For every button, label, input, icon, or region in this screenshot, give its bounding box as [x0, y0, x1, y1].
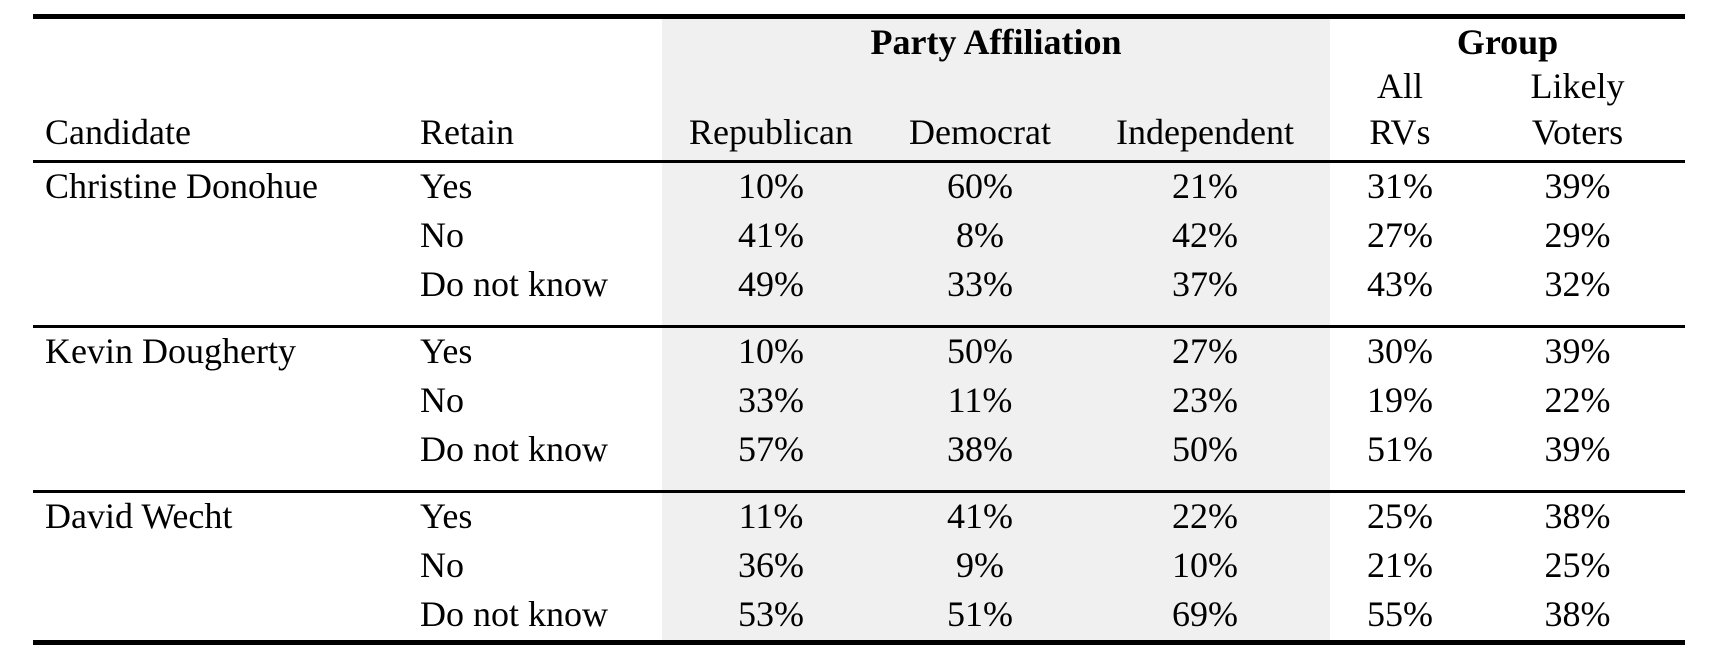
candidate-cell: Kevin Dougherty	[45, 331, 296, 372]
all-rvs-cell: 31%	[1367, 166, 1433, 207]
likely-voters-cell: 22%	[1544, 380, 1611, 421]
republican-cell: 49%	[662, 260, 880, 327]
table-row: Do not know 57% 38% 50% 51% 39%	[33, 425, 1685, 492]
retain-cell: Do not know	[420, 264, 608, 305]
independent-cell: 27%	[1080, 326, 1330, 377]
party-affiliation-group-header: Party Affiliation	[662, 16, 1330, 67]
all-rvs-header-line2: RVs	[1369, 112, 1431, 153]
all-rvs-header-line1: All	[1376, 66, 1423, 106]
likely-voters-header-line1: Likely	[1530, 66, 1625, 106]
candidate-cell	[33, 377, 420, 426]
retain-cell: No	[420, 545, 464, 586]
retention-poll-table: Party Affiliation Group All Likely Candi…	[33, 14, 1685, 645]
democrat-cell: 38%	[880, 425, 1080, 492]
republican-cell: 11%	[662, 491, 880, 542]
header-spacer	[33, 17, 662, 68]
democrat-cell: 33%	[880, 260, 1080, 327]
all-rvs-cell: 19%	[1367, 380, 1433, 421]
republican-column-header: Republican	[662, 106, 880, 162]
democrat-cell: 60%	[880, 161, 1080, 212]
republican-cell: 10%	[662, 161, 880, 212]
candidate-cell	[33, 212, 420, 261]
table-row: No 41% 8% 42% 27% 29%	[33, 211, 1685, 261]
republican-cell: 57%	[662, 425, 880, 492]
democrat-cell: 51%	[880, 590, 1080, 643]
all-rvs-cell: 55%	[1367, 594, 1433, 635]
likely-voters-header-line2: Voters	[1531, 112, 1624, 153]
candidate-cell	[33, 261, 420, 327]
independent-cell: 10%	[1080, 541, 1330, 591]
table-row: No 33% 11% 23% 19% 22%	[33, 376, 1685, 426]
all-rvs-cell: 25%	[1367, 496, 1433, 537]
table-row: David Wecht Yes 11% 41% 22% 25% 38%	[33, 491, 1685, 542]
likely-voters-cell: 25%	[1544, 545, 1611, 586]
header-spacer-shaded	[662, 67, 1330, 107]
independent-cell: 69%	[1080, 590, 1330, 643]
retain-cell: Yes	[420, 331, 473, 372]
democrat-column-header: Democrat	[880, 106, 1080, 162]
democrat-cell: 11%	[880, 376, 1080, 426]
header-spacer	[33, 67, 662, 107]
democrat-cell: 8%	[880, 211, 1080, 261]
header-subrow: All Likely	[33, 66, 1685, 107]
independent-cell: 23%	[1080, 376, 1330, 426]
retain-column-header: Retain	[420, 112, 514, 153]
group-group-header: Group	[1456, 22, 1559, 63]
table-row: Kevin Dougherty Yes 10% 50% 27% 30% 39%	[33, 326, 1685, 377]
republican-cell: 36%	[662, 541, 880, 591]
republican-cell: 41%	[662, 211, 880, 261]
likely-voters-cell: 32%	[1544, 264, 1611, 305]
retain-cell: Do not know	[420, 429, 608, 470]
all-rvs-cell: 30%	[1367, 331, 1433, 372]
independent-cell: 21%	[1080, 161, 1330, 212]
header-group-row: Party Affiliation Group	[33, 16, 1685, 68]
all-rvs-cell: 51%	[1367, 429, 1433, 470]
retain-cell: No	[420, 380, 464, 421]
column-header-row: Candidate Retain Republican Democrat Ind…	[33, 106, 1685, 162]
likely-voters-cell: 39%	[1544, 331, 1611, 372]
democrat-cell: 41%	[880, 491, 1080, 542]
all-rvs-cell: 27%	[1367, 215, 1433, 256]
table-row: Do not know 49% 33% 37% 43% 32%	[33, 260, 1685, 327]
likely-voters-cell: 29%	[1544, 215, 1611, 256]
candidate-cell	[33, 426, 420, 492]
democrat-cell: 9%	[880, 541, 1080, 591]
all-rvs-cell: 43%	[1367, 264, 1433, 305]
republican-cell: 33%	[662, 376, 880, 426]
page: Party Affiliation Group All Likely Candi…	[33, 14, 1685, 645]
candidate-cell	[33, 591, 420, 643]
retain-cell: No	[420, 215, 464, 256]
table-row: No 36% 9% 10% 21% 25%	[33, 541, 1685, 591]
independent-cell: 50%	[1080, 425, 1330, 492]
independent-cell: 37%	[1080, 260, 1330, 327]
republican-cell: 10%	[662, 326, 880, 377]
retain-cell: Yes	[420, 496, 473, 537]
independent-cell: 22%	[1080, 491, 1330, 542]
independent-cell: 42%	[1080, 211, 1330, 261]
candidate-column-header: Candidate	[45, 112, 191, 153]
table-row: Do not know 53% 51% 69% 55% 38%	[33, 590, 1685, 643]
retain-cell: Yes	[420, 166, 473, 207]
all-rvs-cell: 21%	[1367, 545, 1433, 586]
democrat-cell: 50%	[880, 326, 1080, 377]
independent-column-header: Independent	[1080, 106, 1330, 162]
candidate-cell: Christine Donohue	[45, 166, 318, 207]
likely-voters-cell: 38%	[1544, 496, 1611, 537]
likely-voters-cell: 39%	[1544, 429, 1611, 470]
table-row: Christine Donohue Yes 10% 60% 21% 31% 39…	[33, 161, 1685, 212]
likely-voters-cell: 39%	[1544, 166, 1611, 207]
candidate-cell: David Wecht	[45, 496, 233, 537]
retain-cell: Do not know	[420, 594, 608, 635]
likely-voters-cell: 38%	[1544, 594, 1611, 635]
candidate-cell	[33, 542, 420, 591]
republican-cell: 53%	[662, 590, 880, 643]
